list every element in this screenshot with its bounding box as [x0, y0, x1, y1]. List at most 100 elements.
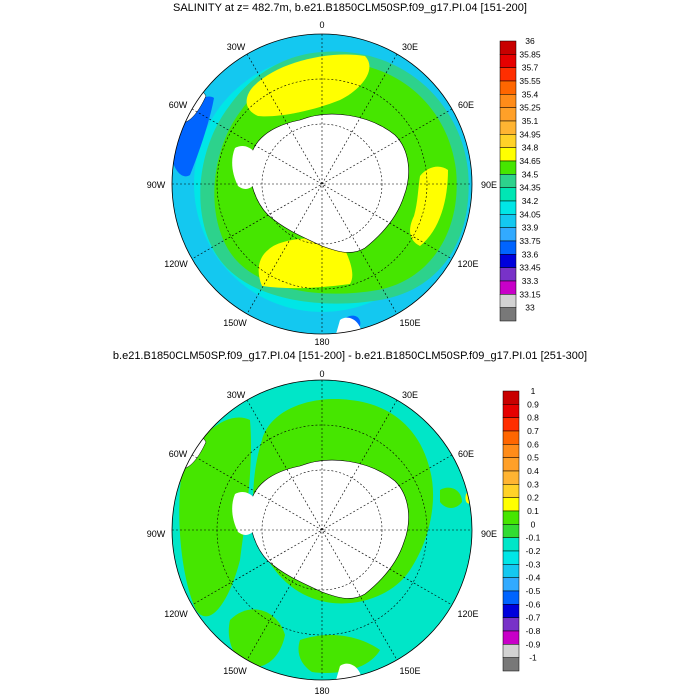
- top-colorbar-swatch: [499, 174, 517, 188]
- bottom-colorbar-label: 0.6: [527, 439, 539, 449]
- top-colorbar-swatch: [499, 200, 517, 215]
- top-peninsula-land: [232, 146, 262, 189]
- bottom-colorbar-swatch: [502, 444, 520, 458]
- top-lon-180: 180: [314, 337, 329, 347]
- bottom-colorbar-swatch: [502, 510, 520, 525]
- bottom-positive-east: [440, 487, 462, 508]
- top-colorbar-label: 34.65: [519, 156, 541, 166]
- bottom-colorbar-swatch: [502, 657, 520, 672]
- bottom-positive-west: [179, 417, 251, 617]
- top-colorbar-label: 34.5: [522, 169, 539, 179]
- top-colorbar-swatch: [499, 187, 517, 202]
- top-colorbar-swatch: [499, 280, 517, 295]
- bottom-map-boundary: [171, 379, 473, 681]
- top-colorbar-label: 33.9: [522, 223, 539, 233]
- top-colorbar-swatch: [499, 214, 517, 228]
- bottom-lon-60e: 60E: [458, 449, 474, 459]
- bottom-colorbar-label: -0.6: [526, 599, 541, 609]
- bottom-colorbar-label: -0.9: [526, 639, 541, 649]
- top-colorbar-label: 33.15: [519, 289, 541, 299]
- bottom-colorbar-label: 0.5: [527, 453, 539, 463]
- bottom-colorbar-label: 0.7: [527, 426, 539, 436]
- top-low-salinity-west: [172, 96, 214, 177]
- top-lon-labels: 0 30E 30W 60E 60W 90E 90W 120E 120W 150E…: [147, 20, 497, 347]
- top-map-boundary: [171, 33, 473, 335]
- bottom-lon-90w: 90W: [147, 529, 166, 539]
- top-colorbar-label: 33.3: [522, 276, 539, 286]
- bottom-polar-map: 0 30E 30W 60E 60W 90E 90W 120E 120W 150E…: [147, 369, 497, 696]
- bottom-positive-southwest: [228, 609, 285, 667]
- top-colorbar-swatch: [499, 67, 517, 82]
- top-colorbar-label: 34.05: [519, 209, 541, 219]
- top-lon-150e: 150E: [399, 318, 420, 328]
- top-high-salinity-south: [258, 238, 353, 289]
- top-colorbar-label: 35.25: [519, 103, 541, 113]
- top-colorbar-label: 34.35: [519, 183, 541, 193]
- top-colorbar-swatch: [499, 160, 517, 175]
- top-colorbar-swatch: [499, 307, 517, 322]
- top-colorbar-label: 33.75: [519, 236, 541, 246]
- top-colorbar-swatch: [499, 294, 517, 308]
- bottom-colorbar-swatch: [502, 497, 520, 512]
- bottom-colorbar-swatch: [502, 590, 520, 605]
- bottom-colorbar-swatch: [502, 617, 520, 632]
- top-lon-150w: 150W: [223, 318, 247, 328]
- bottom-colorbar-swatch: [502, 390, 520, 405]
- top-lon-120e: 120E: [457, 259, 478, 269]
- bottom-lon-120e: 120E: [457, 609, 478, 619]
- bottom-colorbar-label: -0.8: [526, 626, 541, 636]
- bottom-map-title: b.e21.B1850CLM50SP.f09_g17.PI.04 [151-20…: [112, 350, 588, 362]
- top-colorbar-swatch: [499, 54, 517, 68]
- top-colorbar-label: 34.2: [522, 196, 539, 206]
- bottom-colorbar-swatch: [502, 524, 520, 538]
- bottom-positive-south: [298, 635, 380, 674]
- bottom-colorbar-label: 1: [531, 386, 536, 396]
- top-lon-30w: 30W: [227, 42, 246, 52]
- top-graticule: [172, 34, 472, 334]
- bottom-colorbar-label: -0.5: [526, 586, 541, 596]
- top-lon-30e: 30E: [402, 42, 418, 52]
- bottom-lon-120w: 120W: [164, 609, 188, 619]
- top-high-salinity-north: [246, 54, 370, 117]
- top-colorbar-swatch: [499, 120, 517, 135]
- top-colorbar-label: 33.45: [519, 263, 541, 273]
- top-lon-60e: 60E: [458, 100, 474, 110]
- top-colorbar-swatch: [499, 107, 517, 122]
- top-colorbar-swatch: [499, 240, 517, 255]
- top-map-title: SALINITY at z= 482.7m, b.e21.B1850CLM50S…: [173, 2, 527, 14]
- top-colorbar-swatch: [499, 267, 517, 282]
- bottom-colorbar-swatch: [502, 604, 520, 618]
- top-lon-60w: 60W: [169, 100, 188, 110]
- bottom-colorbar-label: -0.4: [526, 573, 541, 583]
- bottom-peninsula-land: [232, 492, 262, 535]
- top-high-salinity-east: [410, 166, 448, 246]
- top-lon-120w: 120W: [164, 259, 188, 269]
- top-lon-0: 0: [319, 20, 324, 30]
- bottom-colorbar-label: -0.3: [526, 559, 541, 569]
- bottom-lon-30w: 30W: [227, 390, 246, 400]
- top-colorbar-swatch: [499, 80, 517, 95]
- bottom-graticule: [172, 380, 472, 680]
- top-lon-90w: 90W: [147, 180, 166, 190]
- bottom-lon-90e: 90E: [481, 529, 497, 539]
- bottom-colorbar-label: -0.2: [526, 546, 541, 556]
- bottom-lon-30e: 30E: [402, 390, 418, 400]
- bottom-colorbar-label: 0.2: [527, 493, 539, 503]
- bottom-colorbar-swatch: [502, 470, 520, 485]
- top-colorbar-swatch: [499, 227, 517, 242]
- top-colorbar: 36 35.85 35.7 35.55 35.4 35.25 35.1 34.95 34.8 34…: [499, 36, 541, 322]
- top-colorbar-label: 33: [525, 303, 535, 313]
- top-colorbar-swatch: [499, 94, 517, 108]
- bottom-colorbar-label: -0.7: [526, 613, 541, 623]
- top-colorbar-label: 35.4: [522, 89, 539, 99]
- bottom-colorbar-label: 0.1: [527, 506, 539, 516]
- top-colorbar-swatch: [499, 134, 517, 148]
- bottom-colorbar-label: 0.8: [527, 413, 539, 423]
- bottom-colorbar-swatch: [502, 644, 520, 658]
- bottom-colorbar-swatch: [502, 417, 520, 432]
- bottom-colorbar-label: -0.1: [526, 533, 541, 543]
- bottom-colorbar-swatch: [502, 630, 520, 645]
- top-colorbar-label: 33.6: [522, 249, 539, 259]
- bottom-lon-180: 180: [314, 686, 329, 696]
